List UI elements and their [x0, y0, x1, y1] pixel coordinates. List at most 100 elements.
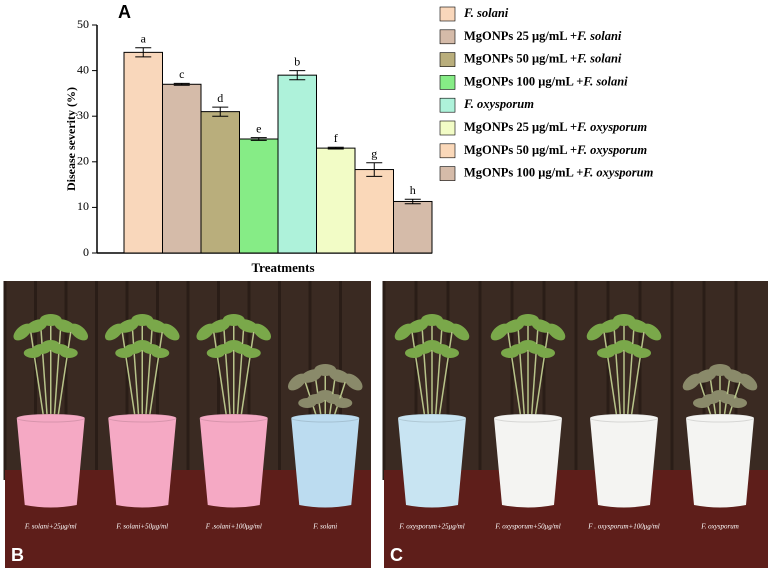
leaf — [242, 348, 261, 358]
stem — [421, 325, 430, 426]
pot-rim — [397, 413, 467, 423]
pot-label: F. oxysporum+50μg/ml — [494, 523, 560, 531]
error-bar — [135, 47, 152, 58]
significance-letter: d — [217, 91, 223, 105]
pot-label: F. solani+25μg/ml — [24, 523, 77, 531]
pot-label: F. solani — [312, 523, 337, 531]
legend-swatch — [439, 97, 456, 113]
stem — [40, 325, 49, 426]
error-bar — [212, 106, 229, 117]
pot-label: F .solani+100μg/ml — [205, 523, 262, 531]
pot — [686, 418, 754, 508]
leaf — [59, 348, 78, 358]
pot-label: F. oxysporum+25μg/ml — [398, 523, 464, 531]
legend-label: MgONPs 100 μg/mL +F. oxysporum — [464, 165, 654, 179]
y-tick-label: 30 — [77, 108, 89, 122]
bar — [239, 138, 279, 254]
bar — [123, 51, 163, 254]
error-bar — [250, 137, 267, 141]
y-tick-label: 0 — [83, 245, 89, 259]
error-bar — [366, 162, 383, 177]
error-bar — [135, 47, 152, 58]
pot — [494, 418, 562, 508]
pot — [398, 418, 466, 508]
legend-swatch — [439, 6, 456, 22]
pot-rim — [199, 413, 269, 423]
error-bar — [289, 70, 306, 81]
y-tick-label: 50 — [77, 17, 89, 31]
pot-rim — [493, 413, 563, 423]
error-bar — [173, 82, 190, 86]
legend-swatch — [439, 29, 456, 45]
significance-letter: c — [179, 67, 184, 81]
leaf — [633, 348, 651, 358]
error-bar — [173, 82, 190, 86]
pot-rim — [16, 413, 86, 423]
stem — [530, 325, 539, 426]
stem — [507, 331, 523, 426]
error-bar — [289, 70, 306, 81]
panel-label: C — [390, 545, 403, 565]
legend-swatch — [439, 52, 456, 67]
pot-rim — [290, 413, 360, 423]
photo-panel: F. oxysporum+25μg/ml F. oxysporum+50μg/ml… — [382, 281, 768, 568]
pot-label: F . oxysporum+100μg/ml — [587, 523, 659, 531]
leaf — [546, 323, 566, 341]
stem — [613, 325, 622, 426]
pot — [108, 418, 177, 508]
leaf — [151, 348, 170, 358]
leaf — [642, 323, 662, 341]
y-tick-label: 10 — [77, 199, 89, 213]
leaf — [729, 398, 747, 408]
error-bar — [404, 198, 421, 205]
stem — [434, 325, 443, 426]
legend-label: MgONPs 50 μg/mL +F. oxysporum — [464, 143, 647, 157]
significance-letter: a — [141, 32, 147, 46]
y-tick-label: 20 — [77, 154, 89, 168]
leaf — [334, 398, 353, 408]
stem — [411, 331, 427, 426]
stem — [517, 325, 526, 426]
error-bar — [250, 137, 267, 141]
pot — [590, 418, 658, 508]
significance-letter: g — [371, 146, 377, 160]
leaf — [69, 323, 89, 341]
stem — [603, 331, 619, 426]
legend-swatch — [439, 75, 456, 90]
legend-label: MgONPs 50 μg/mL +F. solani — [464, 51, 622, 65]
legend-label: MgONPs 100 μg/mL +F. solani — [464, 74, 628, 88]
legend-label: F. solani — [463, 6, 509, 20]
legend-swatch — [439, 166, 456, 181]
pot — [199, 418, 268, 508]
stem — [121, 331, 137, 426]
stem — [144, 325, 153, 426]
legend-label: F. oxysporum — [463, 97, 534, 111]
pot-label: F. solani+50μg/ml — [115, 523, 168, 531]
bar — [354, 169, 394, 254]
stem — [30, 331, 46, 426]
leaf — [160, 323, 180, 341]
error-bar — [212, 106, 229, 117]
leaf — [252, 323, 272, 341]
error-bar — [366, 162, 383, 177]
stem — [533, 331, 549, 426]
pot — [291, 418, 360, 508]
significance-letter: f — [334, 131, 338, 145]
panel-label: B — [11, 545, 24, 565]
stem — [213, 331, 229, 426]
stem — [53, 325, 62, 426]
pot — [16, 418, 85, 508]
stem — [239, 331, 255, 426]
stem — [56, 331, 72, 426]
significance-letter: h — [410, 183, 416, 197]
leaf — [537, 348, 555, 358]
error-bar — [404, 198, 421, 205]
leaf — [738, 373, 758, 391]
significance-letter: e — [256, 121, 261, 135]
stem — [629, 331, 645, 426]
legend-label: MgONPs 25 μg/mL +F. oxysporum — [464, 120, 647, 134]
leaf — [441, 348, 459, 358]
pot-rim — [685, 413, 755, 423]
legend-label: MgONPs 25 μg/mL +F. solani — [464, 29, 622, 43]
